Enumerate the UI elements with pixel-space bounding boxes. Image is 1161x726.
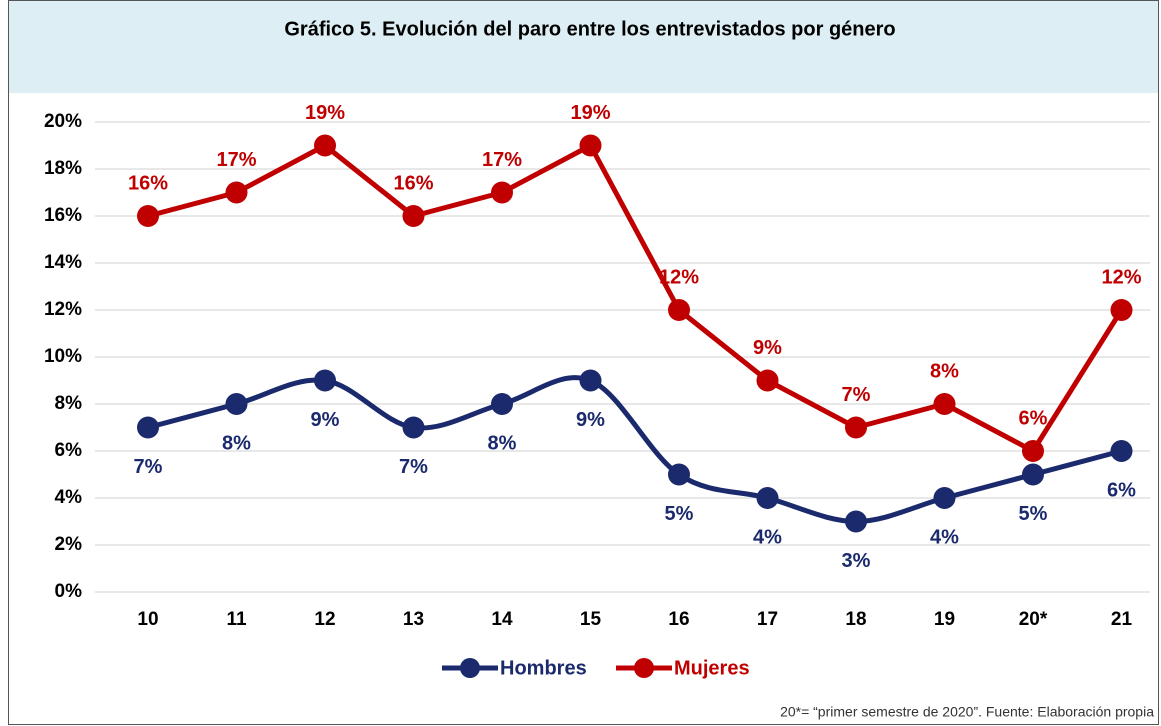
x-tick-label: 19: [934, 609, 955, 630]
data-point: [933, 487, 956, 509]
x-tick-label: 12: [314, 609, 335, 630]
title-band: [9, 1, 1158, 93]
x-tick-label: 18: [845, 609, 866, 630]
data-point: [1022, 463, 1044, 486]
data-point: [491, 393, 513, 415]
y-tick-label: 16%: [44, 205, 82, 226]
y-tick-label: 10%: [44, 346, 82, 367]
legend-label: Mujeres: [674, 657, 750, 679]
x-tick-label: 17: [757, 609, 778, 630]
data-label: 7%: [399, 456, 428, 478]
x-tick-label: 15: [580, 609, 602, 630]
data-point: [402, 205, 425, 227]
data-label: 7%: [134, 456, 163, 478]
chart-title: Gráfico 5. Evolución del paro entre los …: [284, 18, 895, 40]
y-tick-label: 6%: [55, 440, 83, 461]
x-tick-label: 20*: [1019, 609, 1048, 630]
legend-marker: [460, 658, 480, 678]
data-label: 5%: [1019, 503, 1048, 525]
data-label: 4%: [753, 526, 782, 548]
data-label: 7%: [842, 384, 871, 406]
data-label: 9%: [311, 409, 340, 431]
legend-label: Hombres: [500, 657, 587, 679]
data-point: [314, 134, 336, 157]
x-tick-label: 11: [226, 609, 247, 630]
data-label: 6%: [1107, 479, 1136, 501]
source-note: 20*= “primer semestre de 2020”. Fuente: …: [780, 704, 1154, 720]
y-tick-label: 2%: [55, 534, 83, 555]
x-tick-label: 14: [491, 609, 513, 630]
data-point: [668, 463, 690, 486]
data-label: 17%: [216, 149, 256, 171]
data-label: 3%: [842, 550, 871, 572]
y-tick-label: 14%: [44, 252, 82, 273]
data-point: [579, 369, 602, 392]
data-point: [1110, 440, 1133, 462]
data-label: 4%: [930, 526, 959, 548]
data-point: [137, 416, 159, 439]
data-point: [314, 369, 336, 392]
data-point: [137, 205, 159, 227]
y-tick-label: 18%: [44, 158, 82, 179]
series-line: [147, 143, 1124, 454]
data-label: 12%: [659, 266, 699, 288]
data-label: 19%: [305, 102, 345, 124]
data-label: 8%: [222, 432, 251, 454]
y-tick-label: 20%: [44, 111, 82, 132]
data-point: [845, 510, 867, 533]
data-label: 8%: [488, 432, 517, 454]
y-tick-label: 0%: [55, 581, 83, 602]
data-point: [491, 181, 513, 204]
data-point: [668, 299, 690, 321]
legend-marker: [634, 658, 654, 678]
data-point: [756, 369, 779, 392]
data-point: [756, 487, 779, 509]
data-label: 9%: [576, 409, 605, 431]
y-tick-label: 12%: [44, 299, 82, 320]
y-tick-label: 8%: [55, 393, 83, 414]
data-label: 19%: [570, 102, 610, 124]
data-label: 16%: [128, 172, 168, 194]
data-point: [1022, 440, 1044, 462]
data-point: [1110, 299, 1133, 321]
data-point: [225, 393, 248, 415]
data-label: 12%: [1101, 266, 1141, 288]
x-tick-label: 13: [403, 609, 424, 630]
data-point: [845, 416, 867, 439]
x-tick-label: 21: [1111, 609, 1133, 630]
data-label: 5%: [665, 503, 694, 525]
data-label: 8%: [930, 360, 959, 382]
data-label: 17%: [482, 149, 522, 171]
x-tick-label: 16: [668, 609, 689, 630]
x-tick-label: 10: [137, 609, 158, 630]
frame: [8, 0, 1159, 725]
data-label: 6%: [1019, 407, 1048, 429]
data-point: [579, 134, 602, 157]
data-point: [225, 181, 248, 204]
data-point: [933, 393, 956, 415]
data-label: 9%: [753, 337, 782, 359]
data-point: [402, 416, 425, 439]
data-label: 16%: [393, 172, 433, 194]
y-tick-label: 4%: [55, 487, 83, 508]
